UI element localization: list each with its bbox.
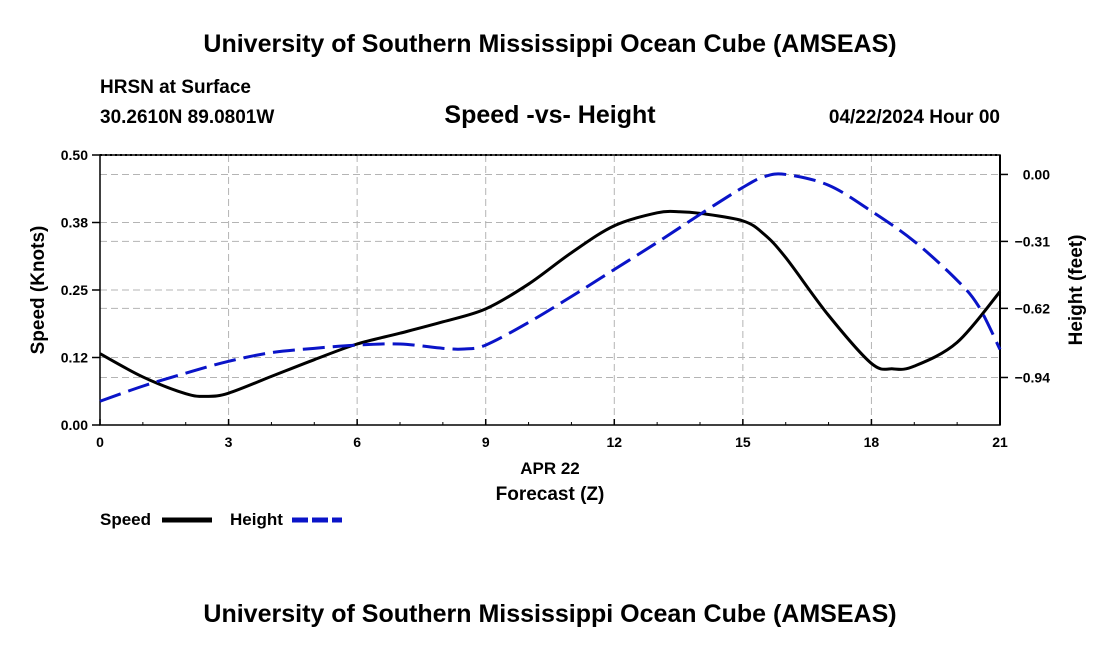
footer-title: University of Southern Mississippi Ocean… (203, 600, 897, 628)
x-tick-label: 3 (225, 434, 233, 450)
station-label: HRSN at Surface (100, 77, 251, 98)
y-axis-label: Speed (Knots) (28, 226, 49, 355)
x-axis-label: Forecast (Z) (496, 484, 605, 505)
page-title: University of Southern Mississippi Ocean… (203, 30, 897, 58)
legend-height-label: Height (230, 510, 283, 529)
x-tick-label: 21 (992, 434, 1008, 450)
x-tick-label: 18 (864, 434, 880, 450)
y-tick-label: 0.12 (61, 350, 88, 366)
legend-speed-label: Speed (100, 510, 152, 529)
series-line-height (99, 172, 1002, 403)
coordinates-label: 30.2610N 89.0801W (100, 107, 275, 128)
x-tick-label: 9 (482, 434, 490, 450)
y-tick-label: 0.38 (61, 215, 88, 231)
x-tick-label: 6 (353, 434, 361, 450)
y2-tick-label: −0.62 (1015, 300, 1051, 316)
y2-tick-label: 0.00 (1023, 166, 1050, 182)
x-tick-label: 0 (96, 434, 104, 450)
forecast-datetime: 04/22/2024 Hour 00 (828, 107, 1000, 128)
y2-tick-label: −0.94 (1015, 369, 1051, 385)
x-axis-date-label: APR 22 (520, 459, 580, 478)
grid-lines (99, 154, 1001, 426)
y-tick-label: 0.50 (61, 147, 88, 163)
legend-height-swatch (292, 517, 342, 523)
x-tick-label: 15 (735, 434, 751, 450)
series-line-speed (99, 209, 1002, 398)
x-tick-label: 12 (606, 434, 622, 450)
y2-tick-label: −0.31 (1015, 233, 1051, 249)
legend-speed-swatch (162, 517, 212, 523)
y-tick-label: 0.25 (61, 282, 88, 298)
y2-axis-label: Height (feet) (1066, 235, 1087, 346)
y-tick-label: 0.00 (61, 417, 88, 433)
chart-title: Speed -vs- Height (444, 101, 656, 129)
